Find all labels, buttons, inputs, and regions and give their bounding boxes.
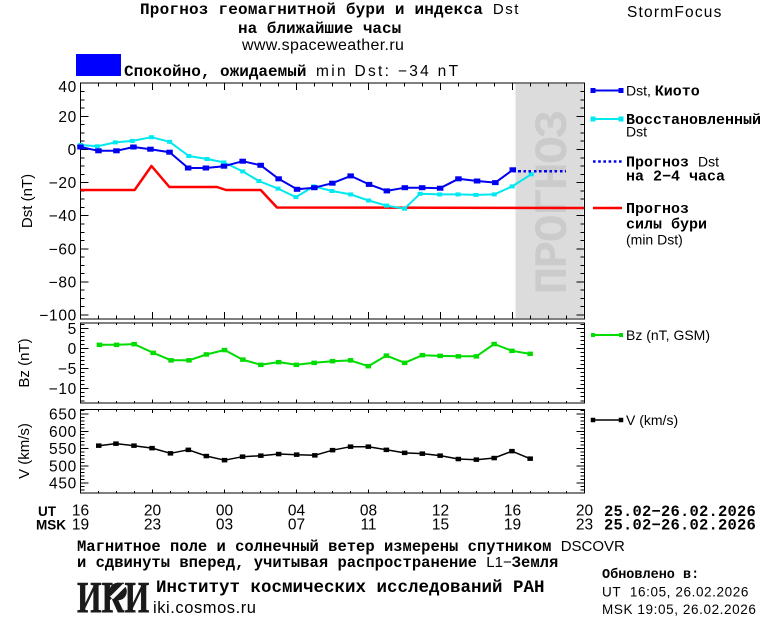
svg-text:03: 03	[216, 517, 233, 534]
svg-text:MSK 19:05, 26.02.2026: MSK 19:05, 26.02.2026	[602, 602, 756, 617]
svg-text:StormFocus: StormFocus	[627, 4, 723, 21]
svg-text:на 2−4 часа: на 2−4 часа	[626, 169, 725, 186]
svg-text:Dst (nT): Dst (nT)	[19, 174, 36, 228]
svg-text:и сдвинуты вперед, учитывая ра: и сдвинуты вперед, учитывая распростране…	[77, 554, 558, 572]
svg-text:Прогноз: Прогноз	[626, 201, 689, 218]
svg-text:Прогноз Dst: Прогноз Dst	[626, 154, 719, 172]
svg-text:40: 40	[58, 79, 77, 96]
svg-text:силы бури: силы бури	[626, 217, 707, 234]
svg-text:UT: UT	[38, 504, 57, 519]
svg-text:Обновлено в:: Обновлено в:	[602, 567, 699, 583]
svg-text:11: 11	[360, 517, 376, 534]
svg-text:0: 0	[68, 142, 77, 159]
svg-text:500: 500	[49, 458, 77, 475]
svg-text:V (km/s): V (km/s)	[626, 412, 678, 428]
svg-text:650: 650	[49, 407, 77, 424]
svg-text:Спокойно, ожидаемый min Dst: −: Спокойно, ожидаемый min Dst: −34 nT	[124, 63, 460, 81]
svg-text:−5: −5	[58, 361, 77, 378]
svg-text:−20: −20	[49, 175, 77, 192]
svg-text:−40: −40	[49, 208, 77, 225]
svg-text:19: 19	[504, 517, 521, 534]
svg-text:ПРОГНОЗ: ПРОГНОЗ	[528, 112, 580, 295]
svg-text:MSK: MSK	[36, 518, 66, 533]
svg-text:Магнитное поле и солнечный вет: Магнитное поле и солнечный ветер измерен…	[77, 538, 625, 556]
svg-text:16: 16	[72, 503, 89, 520]
svg-text:0: 0	[68, 341, 77, 358]
svg-text:12: 12	[432, 503, 449, 520]
svg-text:08: 08	[360, 503, 377, 520]
svg-text:−10: −10	[49, 381, 77, 398]
svg-text:450: 450	[49, 476, 77, 493]
svg-text:20: 20	[144, 503, 162, 520]
svg-text:04: 04	[288, 503, 306, 520]
svg-text:07: 07	[288, 517, 305, 534]
svg-text:550: 550	[49, 441, 77, 458]
svg-text:−100: −100	[39, 308, 77, 325]
svg-text:UT 16:05, 26.02.2026: UT 16:05, 26.02.2026	[602, 585, 749, 600]
svg-text:25.02−26.02.2026: 25.02−26.02.2026	[604, 503, 756, 521]
svg-text:15: 15	[432, 517, 449, 534]
svg-text:Dst, Киото: Dst, Киото	[626, 83, 700, 101]
svg-text:Институт космических исследова: Институт космических исследований РАН	[156, 578, 545, 598]
svg-text:16: 16	[504, 503, 521, 520]
svg-text:19: 19	[72, 517, 89, 534]
svg-text:20: 20	[58, 109, 77, 126]
svg-text:600: 600	[49, 424, 77, 441]
svg-text:Bz (nT): Bz (nT)	[16, 338, 33, 387]
svg-text:−60: −60	[49, 241, 77, 258]
svg-text:00: 00	[216, 503, 234, 520]
svg-text:(min Dst): (min Dst)	[626, 232, 683, 248]
svg-text:23: 23	[576, 517, 593, 534]
svg-text:на ближайшие часы: на ближайшие часы	[238, 20, 401, 38]
svg-text:www.spaceweather.ru: www.spaceweather.ru	[241, 37, 404, 54]
svg-text:−80: −80	[49, 274, 77, 291]
svg-text:23: 23	[144, 517, 161, 534]
svg-text:V (km/s): V (km/s)	[16, 423, 33, 479]
svg-text:20: 20	[576, 503, 594, 520]
svg-text:iki.cosmos.ru: iki.cosmos.ru	[153, 599, 257, 617]
svg-text:Прогноз геомагнитной бури и ин: Прогноз геомагнитной бури и индекса Dst	[140, 1, 520, 19]
svg-text:25.02−26.02.2026: 25.02−26.02.2026	[604, 517, 756, 535]
svg-text:Восстановленный: Восстановленный	[626, 112, 760, 129]
svg-text:Dst: Dst	[626, 124, 647, 140]
svg-text:Bz (nT, GSM): Bz (nT, GSM)	[626, 327, 710, 343]
svg-text:5: 5	[68, 321, 77, 338]
